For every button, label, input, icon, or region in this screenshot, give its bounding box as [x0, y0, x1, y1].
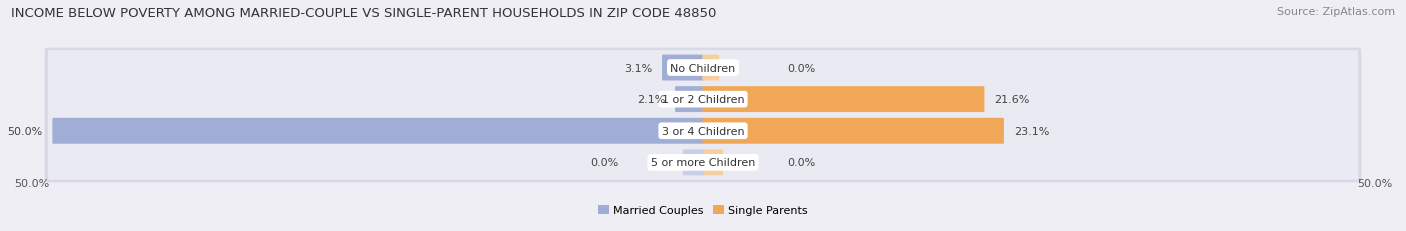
FancyBboxPatch shape	[45, 111, 1361, 151]
FancyBboxPatch shape	[45, 80, 1361, 119]
FancyBboxPatch shape	[662, 55, 703, 81]
FancyBboxPatch shape	[703, 118, 1004, 144]
FancyBboxPatch shape	[45, 143, 1361, 182]
FancyBboxPatch shape	[52, 118, 703, 144]
Text: 5 or more Children: 5 or more Children	[651, 158, 755, 168]
Text: 3 or 4 Children: 3 or 4 Children	[662, 126, 744, 136]
FancyBboxPatch shape	[675, 87, 703, 113]
Text: 50.0%: 50.0%	[7, 126, 42, 136]
Text: 0.0%: 0.0%	[787, 63, 815, 73]
Text: 1 or 2 Children: 1 or 2 Children	[662, 95, 744, 105]
FancyBboxPatch shape	[703, 55, 720, 81]
FancyBboxPatch shape	[45, 49, 1361, 88]
Text: 3.1%: 3.1%	[624, 63, 652, 73]
FancyBboxPatch shape	[48, 51, 1358, 85]
Text: 21.6%: 21.6%	[994, 95, 1029, 105]
Text: 0.0%: 0.0%	[787, 158, 815, 168]
Text: 23.1%: 23.1%	[1014, 126, 1049, 136]
Text: No Children: No Children	[671, 63, 735, 73]
FancyBboxPatch shape	[703, 150, 723, 176]
Text: 2.1%: 2.1%	[637, 95, 665, 105]
Text: 0.0%: 0.0%	[591, 158, 619, 168]
FancyBboxPatch shape	[48, 145, 1358, 180]
FancyBboxPatch shape	[703, 87, 984, 113]
FancyBboxPatch shape	[48, 114, 1358, 149]
FancyBboxPatch shape	[48, 82, 1358, 117]
FancyBboxPatch shape	[683, 150, 703, 176]
Text: Source: ZipAtlas.com: Source: ZipAtlas.com	[1277, 7, 1395, 17]
Text: 50.0%: 50.0%	[1357, 179, 1392, 188]
Text: 50.0%: 50.0%	[14, 179, 49, 188]
Text: INCOME BELOW POVERTY AMONG MARRIED-COUPLE VS SINGLE-PARENT HOUSEHOLDS IN ZIP COD: INCOME BELOW POVERTY AMONG MARRIED-COUPL…	[11, 7, 717, 20]
Legend: Married Couples, Single Parents: Married Couples, Single Parents	[598, 205, 808, 215]
